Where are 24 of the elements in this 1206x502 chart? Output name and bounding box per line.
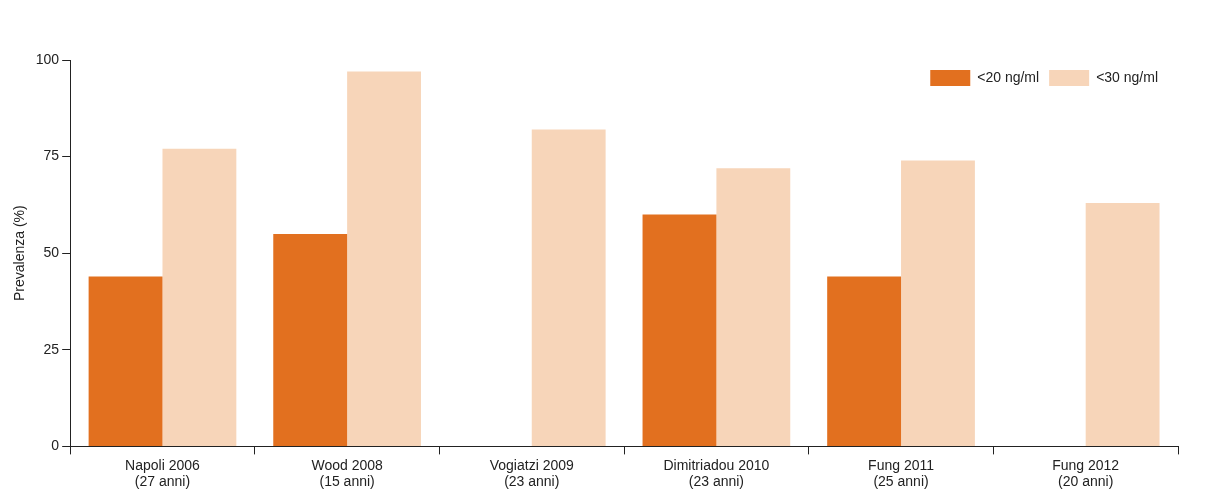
y-tick-label: 0 xyxy=(51,437,60,454)
x-tick-label: Fung 2012 (20 anni) xyxy=(1052,456,1120,490)
bar xyxy=(531,129,606,446)
x-tick-label: Napoli 2006 (27 anni) xyxy=(125,456,201,490)
y-axis-title: Prevalenza (%) xyxy=(11,205,28,302)
y-tick-label: 75 xyxy=(43,147,60,164)
bar xyxy=(88,276,163,446)
y-tick-label: 50 xyxy=(43,244,60,261)
bar xyxy=(347,71,421,446)
bar xyxy=(901,160,975,446)
x-tick-label: Fung 2011 (25 anni) xyxy=(868,456,935,490)
bar xyxy=(642,214,717,446)
bar xyxy=(273,233,348,446)
x-tick-label: Vogiatzi 2009 (23 anni) xyxy=(489,456,574,490)
bar xyxy=(1085,202,1160,446)
bar xyxy=(162,148,237,446)
legend-label: <20 ng/ml xyxy=(977,68,1040,85)
x-tick-label: Wood 2008 (15 anni) xyxy=(311,456,384,490)
y-tick-label: 25 xyxy=(43,340,60,357)
bar xyxy=(827,276,902,446)
legend-label: <30 ng/ml xyxy=(1096,68,1158,85)
y-tick-label: 100 xyxy=(35,50,60,67)
x-tick-label: Dimitriadou 2010 (23 anni) xyxy=(663,456,770,490)
bar xyxy=(716,168,791,446)
